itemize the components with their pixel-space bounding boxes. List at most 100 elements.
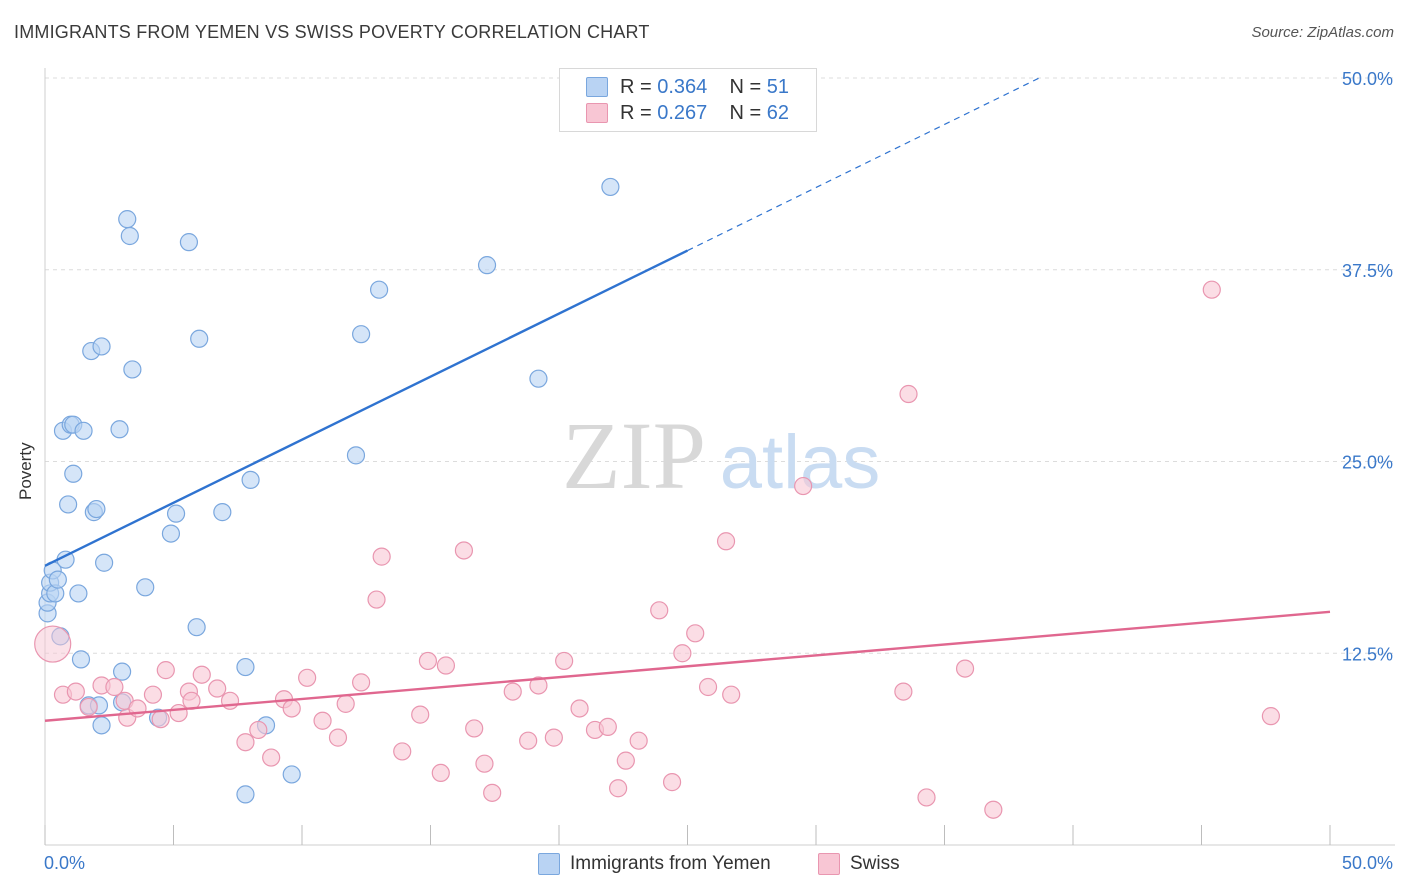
y-tick-label: 37.5% [1342,261,1393,281]
data-point-yemen [166,504,186,523]
data-point-yemen [120,226,139,246]
data-point-yemen [69,584,88,603]
tick-labels: 12.5% 25.0% 37.5% 50.0% 0.0% 50.0% [44,69,1393,873]
data-point-swiss [465,719,484,738]
data-point-swiss [1202,280,1221,299]
data-point-swiss [955,659,975,678]
stats-legend: R = 0.364 N = 51 R = 0.267 N = 62 [559,68,817,132]
data-point-yemen [64,464,83,483]
data-point-swiss [336,694,355,713]
data-point-yemen [71,650,91,669]
data-point-yemen [87,499,106,519]
trendline-swiss [44,610,1331,722]
data-point-swiss [367,590,386,609]
data-point-yemen [190,329,209,348]
r-value: 0.267 [657,101,708,124]
data-point-yemen [236,785,255,804]
x-tick-label: 0.0% [44,853,85,873]
data-point-swiss [698,677,718,697]
source-label: Source: ZipAtlas.com [1251,24,1394,41]
data-point-swiss [328,728,348,747]
data-point-swiss [298,668,317,687]
swatch-swiss [586,103,608,123]
legend-label-swiss: Swiss [850,853,900,874]
data-point-swiss [503,682,522,701]
data-point-swiss [372,547,391,566]
data-point-yemen [187,618,206,637]
data-point-swiss [629,731,648,750]
trendlines [44,77,1331,722]
data-point-swiss [236,733,255,752]
data-point-yemen [48,570,67,589]
data-point-swiss [716,532,736,551]
legend-item-yemen[interactable]: Immigrants from Yemen [538,850,771,878]
trendline-yemen [44,249,689,567]
data-point-yemen [241,470,260,490]
data-point-swiss [454,541,474,560]
data-point-yemen [179,233,199,252]
data-point-yemen [352,325,371,344]
grid-lines [45,77,1395,654]
data-point-yemen [346,446,366,465]
watermark-zip: ZIP [562,402,706,509]
data-point-yemen [136,578,155,597]
data-point-swiss [475,754,494,773]
n-value: 51 [766,75,790,98]
data-point-swiss [609,779,628,798]
legend-swatch-swiss [818,853,840,875]
n-label: N = [729,75,762,98]
data-point-swiss [555,651,574,671]
data-point-swiss [544,728,563,747]
data-point-swiss [570,699,589,718]
data-point-yemen [110,420,129,439]
data-point-yemen [123,360,142,379]
r-label: R = [620,101,652,124]
chart-title: IMMIGRANTS FROM YEMEN VS SWISS POVERTY C… [14,22,650,42]
data-point-swiss [519,731,538,750]
data-point-yemen [529,369,548,388]
data-point-swiss [105,677,124,697]
legend-item-swiss[interactable]: Swiss [818,850,900,878]
data-point-yemen [236,657,255,677]
data-point-yemen [95,553,114,572]
data-point-swiss [313,711,332,730]
data-point-swiss [34,625,72,663]
data-point-swiss [483,783,502,802]
data-point-yemen [477,256,497,275]
data-point-swiss [662,773,682,792]
data-point-swiss [917,788,936,807]
series-swiss [34,280,1280,819]
data-point-swiss [262,748,281,767]
data-point-swiss [529,676,548,695]
x-tick-label: 50.0% [1342,853,1393,873]
data-point-swiss [352,673,371,692]
data-point-yemen [118,210,137,229]
data-point-swiss [722,685,741,704]
data-point-swiss [418,651,438,671]
data-point-yemen [92,337,111,356]
data-point-swiss [208,679,227,698]
y-tick-label: 12.5% [1342,644,1393,664]
y-tick-label: 25.0% [1342,453,1393,473]
data-point-swiss [156,661,175,680]
data-point-swiss [249,720,268,740]
y-axis-label: Poverty [16,442,35,500]
data-point-swiss [192,665,211,684]
swatch-yemen [586,77,608,97]
data-point-swiss [984,800,1003,819]
data-point-swiss [169,703,188,723]
data-point-yemen [92,716,111,735]
data-point-swiss [436,656,456,675]
data-point-swiss [143,685,163,704]
data-point-swiss [894,682,913,701]
data-point-swiss [794,476,813,496]
data-point-yemen [282,765,301,784]
data-point-yemen [59,495,78,514]
data-point-swiss [650,601,669,620]
data-point-yemen [74,421,93,440]
data-point-swiss [431,763,450,783]
data-point-swiss [673,644,692,663]
axes [44,68,1395,846]
legend-label-yemen: Immigrants from Yemen [570,853,771,874]
